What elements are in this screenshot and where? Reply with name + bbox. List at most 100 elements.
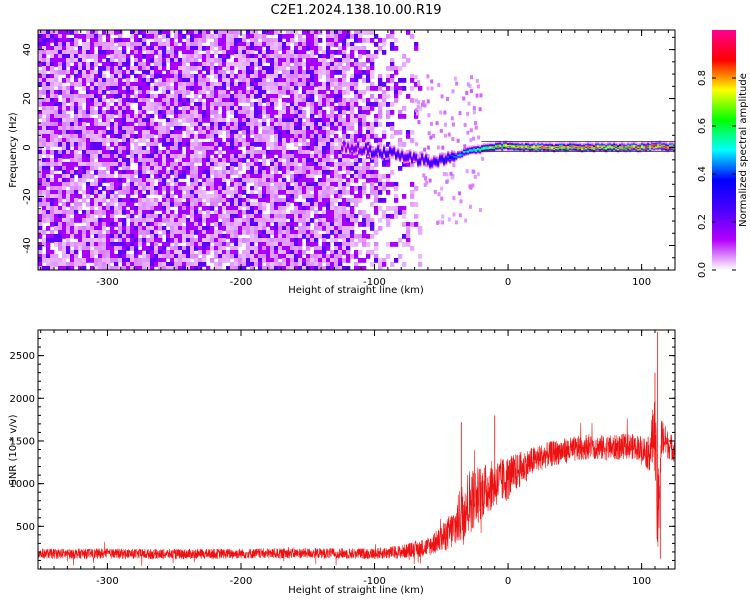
heatmap-cell [322, 210, 327, 215]
heatmap-cell [349, 148, 352, 151]
heatmap-cell [190, 174, 195, 179]
heatmap-cell [262, 70, 267, 75]
heatmap-cell [369, 143, 372, 146]
heatmap-cell [82, 238, 87, 243]
heatmap-cell [194, 230, 199, 235]
heatmap-cell [98, 254, 103, 259]
heatmap-cell [38, 58, 43, 63]
heatmap-cell [374, 50, 379, 55]
heatmap-cell [182, 166, 187, 171]
heatmap-cell [254, 118, 259, 123]
heatmap-cell [343, 142, 346, 145]
heatmap-cell [290, 58, 295, 63]
heatmap-cell [409, 154, 412, 156]
heatmap-cell [385, 149, 388, 152]
heatmap-cell [62, 174, 67, 179]
heatmap-cell [126, 130, 131, 135]
heatmap-cell [222, 254, 227, 259]
heatmap-cell [230, 70, 235, 75]
heatmap-cell [278, 162, 283, 167]
heatmap-cell [214, 234, 219, 239]
heatmap-cell [58, 110, 63, 115]
heatmap-cell [194, 142, 199, 147]
heatmap-cell [138, 122, 143, 127]
heatmap-cell [206, 234, 211, 239]
heatmap-cell [370, 262, 375, 267]
heatmap-cell [202, 78, 207, 83]
heatmap-cell [178, 174, 183, 179]
heatmap-cell [210, 214, 215, 219]
heatmap-cell [182, 154, 187, 159]
heatmap-cell [94, 222, 99, 227]
heatmap-cell [182, 214, 187, 219]
heatmap-cell [290, 78, 295, 83]
heatmap-cell [385, 154, 388, 156]
heatmap-cell [126, 66, 131, 71]
heatmap-cell [218, 62, 223, 67]
heatmap-cell [367, 153, 370, 156]
heatmap-cell [174, 62, 179, 67]
heatmap-cell [358, 126, 363, 131]
heatmap-cell [190, 210, 195, 215]
heatmap-cell [314, 126, 319, 131]
heatmap-cell [234, 86, 239, 91]
heatmap-cell [122, 246, 127, 251]
heatmap-cell [214, 198, 219, 203]
heatmap-cell [222, 170, 227, 175]
heatmap-cell [234, 34, 239, 39]
heatmap-cell [102, 98, 107, 103]
heatmap-cell [42, 78, 47, 83]
heatmap-cell [314, 210, 319, 215]
heatmap-cell [274, 158, 279, 163]
heatmap-cell [242, 230, 247, 235]
heatmap-cell [222, 162, 227, 167]
heatmap-cell [50, 234, 55, 239]
heatmap-cell [374, 42, 379, 47]
heatmap-cell [54, 226, 59, 231]
heatmap-cell [238, 162, 243, 167]
heatmap-cell [326, 130, 331, 135]
heatmap-cell [370, 234, 375, 239]
heatmap-cell [250, 210, 255, 215]
heatmap-cell [334, 262, 339, 267]
heatmap-cell [62, 58, 67, 63]
heatmap-cell [246, 146, 251, 151]
heatmap-cell [182, 106, 187, 111]
heatmap-cell [178, 162, 183, 167]
heatmap-cell [90, 222, 95, 227]
heatmap-cell [166, 214, 171, 219]
heatmap-cell [166, 210, 171, 215]
heatmap-cell [354, 166, 359, 171]
heatmap-cell [198, 250, 203, 255]
heatmap-cell [154, 38, 159, 43]
heatmap-cell [86, 170, 91, 175]
heatmap-cell [86, 110, 91, 115]
heatmap-cell [122, 54, 127, 59]
heatmap-cell [415, 142, 419, 147]
heatmap-cell [306, 162, 311, 167]
heatmap-cell [230, 190, 235, 195]
heatmap-cell [306, 74, 311, 79]
heatmap-cell [90, 130, 95, 135]
heatmap-cell [98, 242, 103, 247]
heatmap-cell [367, 147, 370, 150]
heatmap-cell [362, 46, 367, 51]
heatmap-cell [399, 160, 402, 163]
heatmap-cell [346, 214, 351, 219]
heatmap-cell [134, 250, 139, 255]
heatmap-cell [178, 62, 183, 67]
heatmap-cell [122, 266, 127, 270]
heatmap-cell [351, 147, 354, 149]
heatmap-cell [62, 246, 67, 251]
heatmap-cell [158, 126, 163, 131]
heatmap-cell [386, 174, 391, 179]
heatmap-cell [346, 170, 351, 175]
heatmap-cell [122, 58, 127, 63]
heatmap-cell [106, 254, 111, 259]
heatmap-cell [262, 258, 267, 263]
heatmap-cell [86, 158, 91, 163]
heatmap-cell [190, 54, 195, 59]
heatmap-cell [106, 34, 111, 39]
heatmap-cell [298, 202, 303, 207]
heatmap-cell [278, 122, 283, 127]
